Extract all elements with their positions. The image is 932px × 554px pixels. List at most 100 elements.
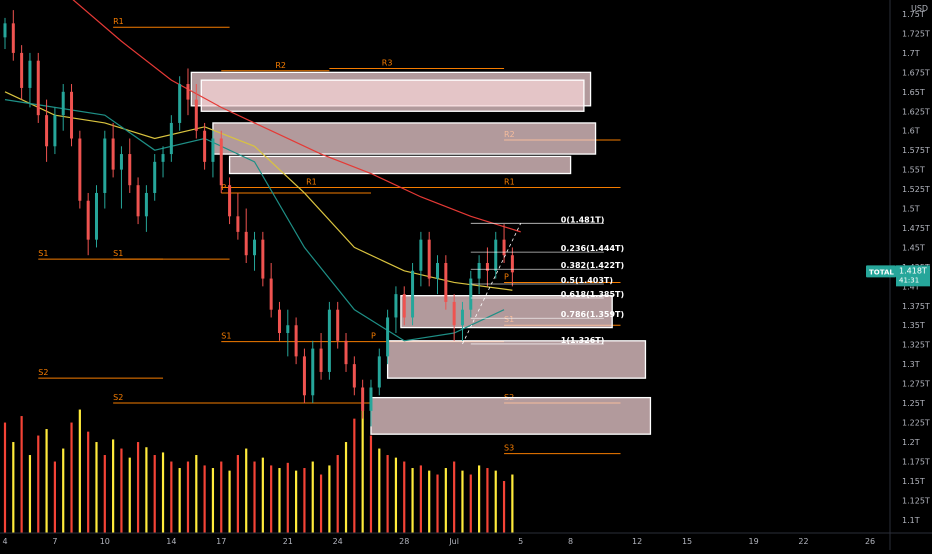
candle-body — [319, 348, 323, 372]
supply-zone — [370, 396, 652, 435]
candle-body — [411, 270, 415, 318]
volume-bar — [453, 461, 456, 533]
volume-bar — [236, 455, 239, 533]
volume-bar — [186, 461, 190, 533]
pivot-label: P — [371, 332, 376, 341]
time-tick-label: 17 — [216, 537, 226, 546]
time-tick-label: 7 — [52, 537, 57, 546]
price-tick-label: 1.475T — [902, 224, 930, 233]
fib-level-label: 1(1.326T) — [561, 336, 605, 345]
supply-zone — [200, 79, 585, 112]
fib-level-label: 0.382(1.422T) — [561, 261, 624, 270]
volume-bar — [478, 465, 481, 533]
fib-level-label: 0.786(1.359T) — [561, 310, 624, 319]
volume-bar — [62, 448, 65, 533]
price-tick-label: 1.55T — [902, 166, 925, 175]
candle-body — [128, 154, 132, 186]
pivot-label: P — [504, 272, 509, 281]
volume-bar — [278, 468, 281, 533]
volume-bar — [311, 461, 314, 533]
price-tag-countdown: 41:31 — [899, 276, 919, 284]
fib-level-label: 0(1.481T) — [561, 215, 605, 224]
candle-body — [485, 262, 489, 271]
time-tick-label: 28 — [399, 537, 409, 546]
volume-bar — [403, 461, 406, 533]
candle-body — [261, 239, 265, 279]
volume-bar — [394, 457, 398, 533]
price-tick-label: 1.225T — [902, 419, 930, 428]
candle-body — [194, 99, 198, 131]
price-tick-label: 1.65T — [902, 88, 925, 97]
price-tick-label: 1.4T — [902, 282, 920, 291]
volume-bar — [128, 457, 131, 533]
fibonacci-layer: 0(1.481T) 0.236(1.444T) 0.382(1.422T) 0.5(1… — [462, 215, 624, 345]
candle-body — [228, 185, 232, 217]
candle-body — [361, 387, 365, 411]
volume-bar — [303, 468, 306, 533]
candle-body — [402, 294, 406, 318]
time-tick-label: 14 — [166, 537, 176, 546]
price-tick-label: 1.75T — [902, 10, 925, 19]
candle-body — [119, 154, 123, 170]
candle-body — [369, 387, 373, 411]
price-tick-label: 1.25T — [902, 399, 925, 408]
price-tick-label: 1.1T — [902, 516, 920, 525]
volume-bar — [195, 455, 198, 533]
candle-body — [111, 138, 115, 170]
pivot-label: S1 — [38, 249, 48, 258]
volume-bar — [295, 470, 298, 533]
candle-body — [494, 239, 498, 271]
currency-label: USD — [911, 4, 928, 13]
candle-body — [203, 130, 207, 162]
volume-bar — [444, 468, 447, 533]
volume-bar — [12, 442, 15, 533]
volume-bar — [178, 468, 181, 533]
price-tick-label: 1.275T — [902, 380, 930, 389]
candle-body — [161, 154, 165, 162]
candle-body — [186, 84, 190, 100]
fib-level-label: 0.5(1.403T) — [561, 276, 613, 285]
candle-body — [253, 239, 257, 256]
volume-bar — [486, 468, 489, 533]
pivot-label: S3 — [504, 444, 514, 453]
candle-body — [269, 278, 273, 310]
volume-bar — [220, 461, 223, 533]
price-tick-label: 1.3T — [902, 360, 920, 369]
candle-body — [386, 317, 390, 357]
volume-bar — [153, 455, 156, 533]
volume-bar — [336, 455, 339, 533]
candle-body — [20, 52, 24, 88]
candle-body — [61, 91, 65, 116]
volume-bar — [78, 409, 81, 533]
price-tick-label: 1.6T — [902, 127, 920, 136]
volume-bar — [253, 461, 256, 533]
volume-bar — [469, 474, 472, 533]
volume-bar — [494, 470, 497, 533]
candle-body — [294, 325, 298, 357]
price-tag — [896, 265, 930, 287]
volume-bar — [28, 455, 32, 533]
candle-body — [394, 294, 398, 318]
moving-average-line — [72, 0, 521, 233]
candle-body — [460, 309, 464, 326]
volume-bar — [228, 470, 231, 533]
volume-bar — [112, 439, 115, 533]
candle-body — [3, 23, 7, 38]
candle-body — [53, 115, 57, 147]
price-tick-label: 1.5T — [902, 205, 920, 214]
candle-body — [469, 278, 473, 310]
volume-bar — [3, 422, 7, 533]
volume-bar — [361, 409, 364, 533]
candle-body — [436, 262, 440, 279]
time-tick-label: 22 — [798, 537, 808, 546]
candle-body — [36, 60, 40, 116]
volume-bar — [136, 442, 140, 533]
candle-body — [302, 356, 306, 396]
price-tick-label: 1.325T — [902, 341, 930, 350]
volume-bar — [386, 455, 389, 533]
volume-bar — [502, 481, 506, 533]
volume-bar — [353, 418, 356, 533]
